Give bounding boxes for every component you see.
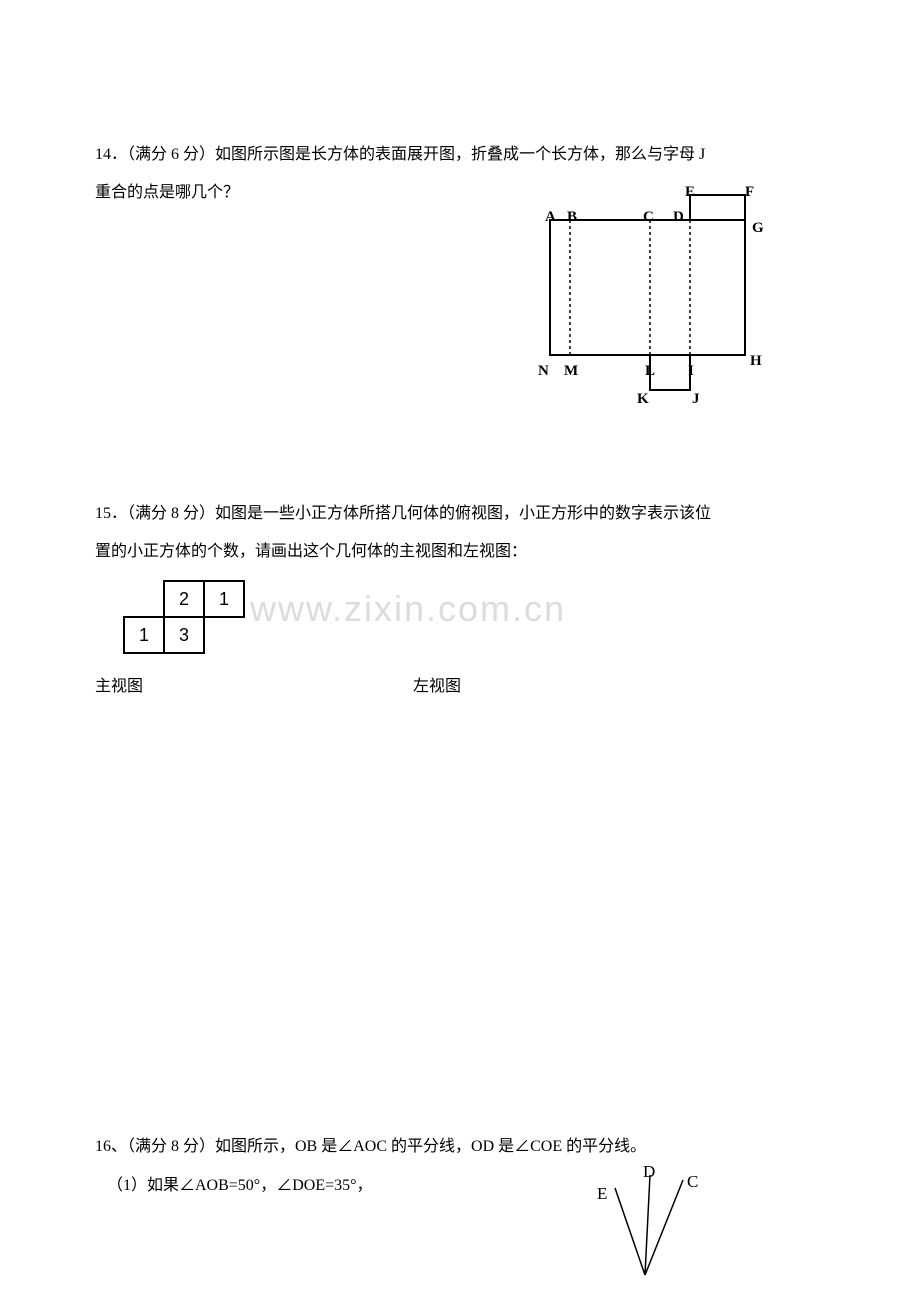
q15-line1: 15．（满分 8 分）如图是一些小正方体所搭几何体的俯视图，小正方形中的数字表示… (95, 499, 825, 529)
q15-top-view-grid: 2 1 1 3 (123, 580, 825, 654)
q14-line1: 14．（满分 6 分）如图所示图是长方体的表面展开图，折叠成一个长方体，那么与字… (95, 140, 825, 170)
label-K: K (637, 385, 649, 414)
left-view-label: 左视图 (413, 672, 461, 702)
view-labels-row: 主视图 左视图 (95, 672, 825, 702)
grid-cell: 1 (204, 581, 244, 617)
label-H: H (750, 347, 762, 376)
q16-angle-diagram: E D C (575, 1160, 715, 1280)
label-I: I (688, 357, 694, 386)
label-B: B (567, 203, 577, 232)
label-M: M (564, 357, 578, 386)
label-N: N (538, 357, 549, 386)
label-C: C (643, 203, 654, 232)
grid-cell: 2 (164, 581, 204, 617)
label-L: L (645, 357, 655, 386)
label-E: E (685, 178, 695, 207)
label-F: F (745, 178, 754, 207)
q16-line2: （1）如果∠AOB=50°，∠DOE=35°， (95, 1171, 825, 1201)
front-view-label: 主视图 (95, 672, 143, 702)
q16-line1: 16、（满分 8 分）如图所示，OB 是∠AOC 的平分线，OD 是∠COE 的… (95, 1132, 825, 1162)
label-D: D (643, 1156, 655, 1188)
label-J: J (692, 385, 700, 414)
grid-empty (204, 617, 244, 653)
question-16: 16、（满分 8 分）如图所示，OB 是∠AOC 的平分线，OD 是∠COE 的… (95, 1132, 825, 1201)
label-D: D (673, 203, 684, 232)
question-15: 15．（满分 8 分）如图是一些小正方体所搭几何体的俯视图，小正方形中的数字表示… (95, 499, 825, 703)
label-E: E (597, 1178, 607, 1210)
q15-line2: 置的小正方体的个数，请画出这个几何体的主视图和左视图： (95, 537, 825, 567)
grid-cell: 1 (124, 617, 164, 653)
question-14: 14．（满分 6 分）如图所示图是长方体的表面展开图，折叠成一个长方体，那么与字… (95, 140, 825, 209)
label-G: G (752, 214, 764, 243)
label-A: A (545, 203, 556, 232)
grid-empty (124, 581, 164, 617)
grid-cell: 3 (164, 617, 204, 653)
q14-net-diagram: A B C D E F G H I J K L M N (545, 190, 775, 420)
label-C: C (687, 1166, 698, 1198)
